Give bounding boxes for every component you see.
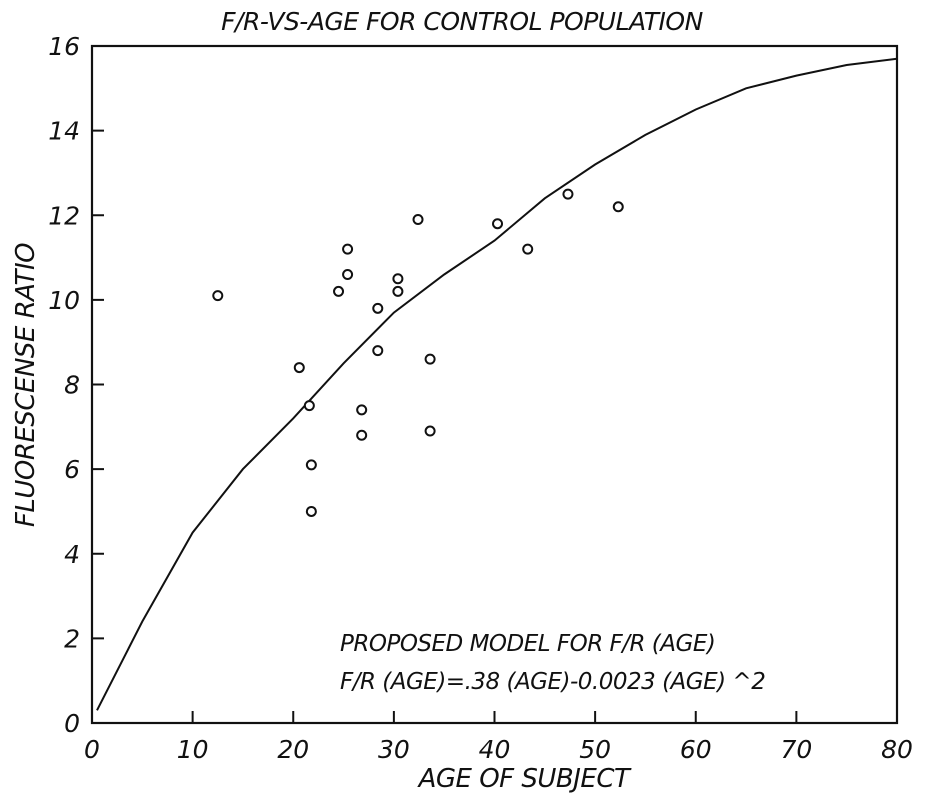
data-point [305, 505, 317, 517]
y-tick-label: 14 [48, 117, 80, 146]
data-point [424, 425, 436, 437]
data-point [412, 213, 424, 225]
data-point [303, 400, 315, 412]
y-tick-label: 0 [64, 709, 80, 738]
annotation-model-title: PROPOSED MODEL FOR F/R (AGE) [340, 631, 715, 657]
x-axis-label: AGE OF SUBJECT [417, 764, 632, 794]
y-tick-label: 4 [64, 540, 80, 569]
x-tick-label: 30 [378, 735, 410, 764]
y-axis: 0 2 4 6 8 10 12 14 16 [48, 32, 104, 738]
y-tick-label: 10 [48, 286, 80, 315]
x-tick-label: 60 [680, 735, 712, 764]
plot-frame [90, 44, 899, 725]
y-tick-label: 8 [64, 371, 80, 400]
data-point [356, 404, 368, 416]
data-point [424, 353, 436, 365]
data-point [392, 285, 404, 297]
data-point [342, 268, 354, 280]
data-point [562, 188, 574, 200]
data-points [212, 188, 624, 517]
x-axis: 0 10 20 30 40 50 60 70 80 [84, 711, 913, 764]
x-tick-label: 70 [780, 735, 812, 764]
data-point [392, 273, 404, 285]
x-tick-label: 80 [881, 735, 913, 764]
data-point [342, 243, 354, 255]
y-tick-label: 16 [48, 32, 80, 61]
data-point [522, 243, 534, 255]
data-point [612, 201, 624, 213]
data-point [372, 302, 384, 314]
model-curve [96, 57, 898, 711]
data-point [305, 459, 317, 471]
x-tick-label: 50 [579, 735, 611, 764]
y-axis-label: FLUORESCENSE RATIO [11, 243, 41, 527]
y-tick-label: 2 [64, 624, 80, 653]
x-tick-label: 10 [177, 735, 209, 764]
data-point [212, 290, 224, 302]
data-point [492, 218, 504, 230]
data-point [333, 285, 345, 297]
x-tick-label: 0 [84, 735, 100, 764]
data-point [356, 429, 368, 441]
y-tick-label: 12 [48, 201, 80, 230]
x-tick-label: 20 [277, 735, 309, 764]
x-tick-label: 40 [479, 735, 511, 764]
annotation-model-equation: F/R (AGE)=.38 (AGE)-0.0023 (AGE) ^2 [340, 669, 765, 695]
data-point [372, 345, 384, 357]
chart-title: F/R-VS-AGE FOR CONTROL POPULATION [221, 7, 703, 36]
data-point [293, 362, 305, 374]
y-tick-label: 6 [64, 455, 80, 484]
